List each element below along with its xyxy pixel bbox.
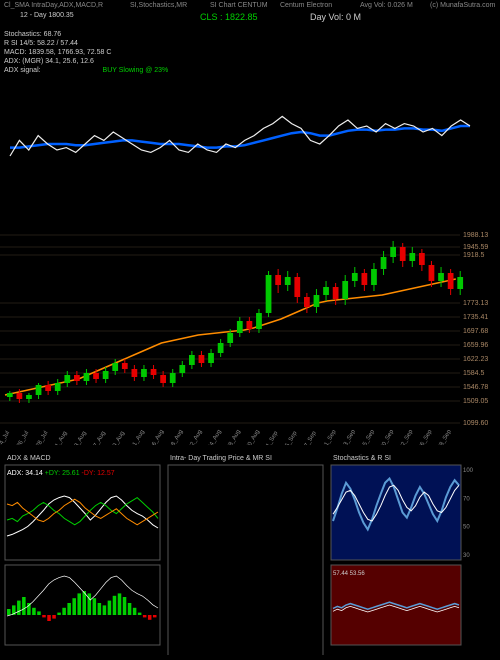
svg-text:28_Aug: 28_Aug bbox=[226, 429, 242, 445]
svg-text:ADX & MACD: ADX & MACD bbox=[7, 455, 51, 462]
svg-text:70: 70 bbox=[463, 496, 470, 502]
svg-text:1_Sep: 1_Sep bbox=[266, 430, 280, 445]
svg-text:100: 100 bbox=[463, 468, 474, 474]
svg-text:28_Jul: 28_Jul bbox=[35, 430, 49, 445]
sub-panels: ADX & MACD ADX: 34.14 +DY: 25.61 -DY: 12.… bbox=[0, 450, 500, 655]
hdr-left1: Cl_SMA IntraDay,ADX,MACD,R bbox=[4, 2, 103, 9]
svg-text:11_Sep: 11_Sep bbox=[322, 429, 338, 445]
svg-text:1697.68: 1697.68 bbox=[463, 328, 488, 335]
svg-text:1622.23: 1622.23 bbox=[463, 356, 488, 363]
svg-text:1546.78: 1546.78 bbox=[463, 384, 488, 391]
hdr-dayvol: Day Vol: 0 M bbox=[310, 12, 361, 22]
svg-text:18_Aug: 18_Aug bbox=[169, 429, 185, 445]
svg-text:28_Sep: 28_Sep bbox=[437, 428, 453, 445]
svg-text:1735.41: 1735.41 bbox=[463, 314, 488, 321]
stat-rsi: R SI 14/5: 58.22 / 57.44 bbox=[4, 40, 78, 47]
svg-text:1584.5: 1584.5 bbox=[463, 370, 485, 377]
svg-text:1988.13: 1988.13 bbox=[463, 232, 488, 239]
svg-text:22_Sep: 22_Sep bbox=[399, 428, 415, 445]
svg-text:24_Aug: 24_Aug bbox=[207, 429, 223, 445]
hdr-12day: 12 - Day 1800.35 bbox=[20, 12, 74, 19]
svg-text:1509.05: 1509.05 bbox=[463, 398, 488, 405]
top-line-chart bbox=[0, 90, 500, 210]
hdr-mid1: SI Chart CENTUM bbox=[210, 2, 268, 9]
stat-stoch: Stochastics: 68.76 bbox=[4, 31, 61, 38]
svg-text:7_Aug: 7_Aug bbox=[93, 430, 107, 445]
stat-macd: MACD: 1839.58, 1766.93, 72.58 C bbox=[4, 49, 111, 56]
candlestick-chart: 1988.13 1945.591918.5 1773.13 1735.41 1697.6… bbox=[0, 225, 500, 445]
svg-text:Intra- Day Trading Price & MR: Intra- Day Trading Price & MR SI bbox=[170, 455, 272, 462]
svg-text:11_Aug: 11_Aug bbox=[131, 429, 146, 445]
svg-text:ADX: 34.14 +DY: 25.61 -DY: 12.: ADX: 34.14 +DY: 25.61 -DY: 12.57 bbox=[7, 470, 115, 477]
svg-text:13_Sep: 13_Sep bbox=[341, 428, 357, 445]
svg-text:50: 50 bbox=[463, 525, 470, 531]
svg-text:26_Sep: 26_Sep bbox=[418, 428, 434, 445]
hdr-cls: CLS : 1822.85 bbox=[200, 12, 258, 22]
hdr-mid2: Centum Electron bbox=[280, 2, 332, 9]
hdr-left2: SI,Stochastics,MR bbox=[130, 2, 187, 9]
chart-header: Cl_SMA IntraDay,ADX,MACD,R SI,Stochastic… bbox=[0, 0, 500, 30]
svg-text:30: 30 bbox=[463, 553, 470, 559]
svg-text:1659.96: 1659.96 bbox=[463, 342, 488, 349]
svg-text:57.44 53.56: 57.44 53.56 bbox=[333, 571, 365, 577]
svg-text:1945.59: 1945.59 bbox=[463, 244, 488, 251]
svg-text:1773.13: 1773.13 bbox=[463, 300, 488, 307]
svg-text:1918.5: 1918.5 bbox=[463, 252, 485, 259]
svg-text:7_Sep: 7_Sep bbox=[304, 430, 318, 445]
svg-text:15_Sep: 15_Sep bbox=[361, 428, 377, 445]
stat-adxsig-val: BUY Slowing @ 23% bbox=[103, 67, 169, 74]
svg-text:5_Sep: 5_Sep bbox=[285, 430, 299, 445]
svg-text:22_Aug: 22_Aug bbox=[188, 429, 204, 445]
svg-text:24_Jul: 24_Jul bbox=[0, 430, 11, 445]
stat-adxsig-lbl: ADX signal: bbox=[4, 67, 41, 74]
svg-text:26_Jul: 26_Jul bbox=[16, 430, 30, 445]
hdr-right1: Avg Vol: 0.026 M bbox=[360, 2, 413, 9]
svg-text:1099.60: 1099.60 bbox=[463, 420, 488, 427]
svg-text:30_Aug: 30_Aug bbox=[246, 429, 262, 445]
svg-text:3_Aug: 3_Aug bbox=[74, 430, 88, 445]
svg-text:16_Aug: 16_Aug bbox=[150, 429, 166, 445]
stat-adx: ADX: (MGR) 34.1, 25.6, 12.6 bbox=[4, 58, 94, 65]
hdr-right2: (c) MunafaSutra.com bbox=[430, 2, 495, 9]
svg-text:Stochastics & R SI: Stochastics & R SI bbox=[333, 455, 391, 462]
svg-text:1_Aug: 1_Aug bbox=[55, 430, 69, 445]
svg-text:9_Aug: 9_Aug bbox=[112, 430, 126, 445]
stats-block: Stochastics: 68.76 R SI 14/5: 58.22 / 57… bbox=[4, 30, 168, 75]
svg-text:20_Sep: 20_Sep bbox=[380, 428, 396, 445]
